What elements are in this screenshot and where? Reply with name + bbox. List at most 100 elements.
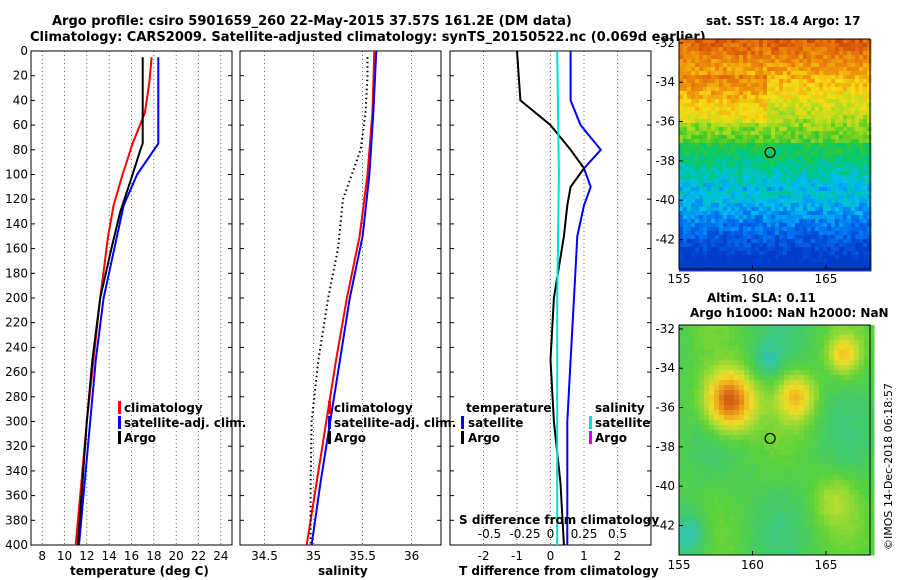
heatmap-cell [703,55,708,60]
heatmap-cell [731,263,736,268]
heatmap-cell [819,43,824,48]
heatmap-cell [699,199,704,204]
heatmap-cell [699,385,705,391]
heatmap-cell [839,231,844,236]
heatmap-cell [775,51,780,56]
heatmap-cell [751,171,756,176]
heatmap-cell [844,505,850,511]
heatmap-cell [814,345,820,351]
heatmap-cell [854,540,860,546]
heatmap-cell [747,127,752,132]
heatmap-cell [739,107,744,112]
heatmap-cell [815,251,820,256]
heatmap-cell [734,485,740,491]
heatmap-cell [684,420,690,426]
heatmap-cell [819,51,824,56]
heatmap-cell [774,465,780,471]
heatmap-cell [867,43,872,48]
heatmap-cell [835,167,840,172]
heatmap-cell [743,135,748,140]
heatmap-cell [847,183,852,188]
heatmap-cell [734,450,740,456]
heatmap-cell [834,370,840,376]
heatmap-cell [719,505,725,511]
heatmap-cell [744,485,750,491]
heatmap-cell [739,191,744,196]
heatmap-cell [707,215,712,220]
heatmap-cell [851,55,856,60]
heatmap-cell [783,47,788,52]
heatmap-cell [847,159,852,164]
heatmap-cell [844,485,850,491]
heatmap-cell [771,259,776,264]
heatmap-cell [835,163,840,168]
heatmap-cell [827,203,832,208]
heatmap-cell [867,219,872,224]
heatmap-cell [767,103,772,108]
heatmap-cell [684,505,690,511]
heatmap-cell [794,350,800,356]
heatmap-cell [863,259,868,264]
heatmap-cell [684,445,690,451]
heatmap-cell [849,365,855,371]
heatmap-cell [779,199,784,204]
heatmap-cell [729,365,735,371]
heatmap-cell [834,470,840,476]
heatmap-cell [831,167,836,172]
heatmap-cell [847,163,852,168]
heatmap-cell [843,47,848,52]
heatmap-cell [684,495,690,501]
heatmap-cell [794,360,800,366]
heatmap-cell [723,263,728,268]
heatmap-cell [784,510,790,516]
heatmap-cell [715,107,720,112]
heatmap-cell [743,235,748,240]
heatmap-cell [787,55,792,60]
x-tick-label: 14 [102,549,117,563]
heatmap-cell [819,155,824,160]
heatmap-cell [863,115,868,120]
heatmap-cell [847,87,852,92]
heatmap-cell [723,259,728,264]
heatmap-cell [735,239,740,244]
heatmap-cell [804,520,810,526]
heatmap-cell [809,400,815,406]
heatmap-cell [795,239,800,244]
heatmap-cell [755,67,760,72]
heatmap-cell [815,43,820,48]
heatmap-cell [859,450,865,456]
heatmap-cell [774,400,780,406]
heatmap-cell [719,251,724,256]
heatmap-cell [747,147,752,152]
heatmap-cell [715,195,720,200]
heatmap-cell [839,223,844,228]
heatmap-cell [695,135,700,140]
heatmap-cell [791,243,796,248]
heatmap-cell [829,405,835,411]
heatmap-cell [823,207,828,212]
heatmap-cell [691,175,696,180]
heatmap-cell [839,255,844,260]
heatmap-cell [687,107,692,112]
heatmap-cell [771,235,776,240]
heatmap-cell [784,380,790,386]
heatmap-cell [689,465,695,471]
argo-location-marker [764,432,776,445]
heatmap-cell [844,425,850,431]
heatmap-cell [704,455,710,461]
heatmap-cell [743,211,748,216]
heatmap-cell [859,167,864,172]
heatmap-cell [747,155,752,160]
heatmap-cell [734,375,740,381]
heatmap-cell [743,139,748,144]
heatmap-cell [834,510,840,516]
x-tick-label: 34.5 [251,549,278,563]
heatmap-cell [723,167,728,172]
heatmap-cell [714,545,720,551]
heatmap-cell [739,155,744,160]
heatmap-cell [679,187,684,192]
heatmap-cell [783,223,788,228]
heatmap-cell [734,445,740,451]
heatmap-cell [747,115,752,120]
heatmap-cell [689,440,695,446]
